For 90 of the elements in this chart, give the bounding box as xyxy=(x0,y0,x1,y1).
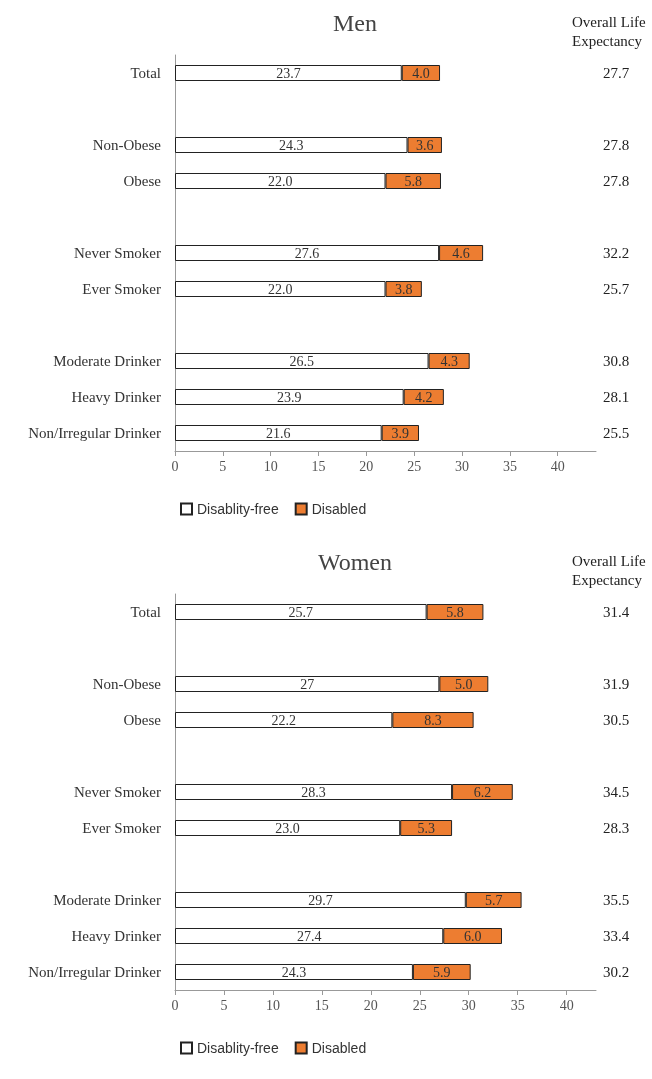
data-label: 24.3 xyxy=(279,137,304,153)
x-tick-label: 10 xyxy=(263,458,278,474)
y-tick-label: Non/Irregular Drinker xyxy=(28,425,161,441)
y-tick-label: Heavy Drinker xyxy=(71,389,161,405)
text: 34.5 xyxy=(602,784,630,800)
text: 30.5 xyxy=(602,712,630,728)
x-tick-label: 40 xyxy=(559,997,574,1013)
text: 25.7 xyxy=(602,281,630,297)
x-tick-label: 40 xyxy=(550,458,565,474)
text: Overall Life Expectancy xyxy=(572,13,650,49)
data-label: 6.0 xyxy=(463,928,482,944)
text: 33.4 xyxy=(602,928,630,944)
y-tick-label: Heavy Drinker xyxy=(71,928,161,944)
data-label: 4.3 xyxy=(440,353,458,369)
x-tick-label: 0 xyxy=(171,458,179,474)
data-label: 5.0 xyxy=(455,676,473,692)
legend-label: Disabled xyxy=(311,501,367,517)
x-tick-label: 10 xyxy=(265,997,280,1013)
data-label: 28.3 xyxy=(301,784,326,800)
text: 28.1 xyxy=(602,389,630,405)
y-tick-label: Total xyxy=(130,65,161,81)
data-label: 23.7 xyxy=(276,65,301,81)
data-label: 5.9 xyxy=(433,964,451,980)
data-label: 3.6 xyxy=(415,137,434,153)
data-label: 4.6 xyxy=(452,245,470,261)
chart-title: Women xyxy=(317,549,393,575)
x-tick-label: 15 xyxy=(314,997,329,1013)
y-tick-label: Moderate Drinker xyxy=(53,892,161,908)
x-tick-label: 5 xyxy=(220,997,228,1013)
data-label: 25.7 xyxy=(288,604,314,620)
x-tick-label: 0 xyxy=(171,997,179,1013)
data-label: 27.4 xyxy=(296,928,322,944)
y-tick-label: Moderate Drinker xyxy=(53,353,161,369)
text: 27.8 xyxy=(602,137,630,153)
data-label: 26.5 xyxy=(289,353,315,369)
data-label: 22.0 xyxy=(268,173,293,189)
y-tick-label: Never Smoker xyxy=(73,784,161,800)
data-label: 29.7 xyxy=(308,892,333,908)
text: Overall Life Expectancy xyxy=(572,552,650,588)
text: 27.7 xyxy=(602,65,630,81)
data-label: 8.3 xyxy=(424,712,442,728)
y-tick-label: Obese xyxy=(123,712,162,728)
text: 31.4 xyxy=(602,604,630,620)
text: 27.8 xyxy=(602,173,630,189)
data-label: 21.6 xyxy=(266,425,291,441)
y-tick-label: Ever Smoker xyxy=(82,820,161,836)
legend-label: Disablity-free xyxy=(197,501,279,517)
data-label: 27.6 xyxy=(294,245,320,261)
y-tick-label: Obese xyxy=(123,173,162,189)
data-label: 22.0 xyxy=(268,281,293,297)
x-tick-label: 35 xyxy=(502,458,517,474)
text: 25.5 xyxy=(602,425,630,441)
legend-label: Disabled xyxy=(311,1040,367,1056)
text: 30.8 xyxy=(602,353,630,369)
y-tick-label: Never Smoker xyxy=(73,245,161,261)
y-tick-label: Non-Obese xyxy=(92,676,162,692)
x-tick-label: 15 xyxy=(311,458,326,474)
x-tick-label: 5 xyxy=(219,458,227,474)
data-label: 22.2 xyxy=(271,712,296,728)
text: 28.3 xyxy=(602,820,630,836)
data-label: 4.2 xyxy=(415,389,433,405)
data-label: 3.9 xyxy=(391,425,410,441)
data-label: 3.8 xyxy=(394,281,413,297)
data-label: 23.0 xyxy=(275,820,300,836)
x-tick-label: 35 xyxy=(510,997,525,1013)
legend-label: Disablity-free xyxy=(197,1040,279,1056)
data-label: 23.9 xyxy=(277,389,302,405)
data-label: 24.3 xyxy=(281,964,307,980)
data-label: 5.7 xyxy=(484,892,503,908)
y-tick-label: Ever Smoker xyxy=(82,281,161,297)
data-label: 4.0 xyxy=(412,65,430,81)
x-tick-label: 20 xyxy=(363,997,378,1013)
y-tick-label: Total xyxy=(130,604,161,620)
data-label: 5.3 xyxy=(417,820,435,836)
x-tick-label: 25 xyxy=(412,997,427,1013)
x-tick-label: 25 xyxy=(407,458,422,474)
x-tick-label: 30 xyxy=(461,997,476,1013)
text: 32.2 xyxy=(602,245,630,261)
data-label: 5.8 xyxy=(404,173,422,189)
y-tick-label: Non/Irregular Drinker xyxy=(28,964,161,980)
x-tick-label: 30 xyxy=(455,458,470,474)
y-tick-label: Non-Obese xyxy=(92,137,162,153)
data-label: 6.2 xyxy=(473,784,492,800)
data-label: 27 xyxy=(300,676,315,692)
x-tick-label: 20 xyxy=(359,458,374,474)
text: 35.5 xyxy=(602,892,630,908)
text: 30.2 xyxy=(602,964,630,980)
data-label: 5.8 xyxy=(446,604,464,620)
text: 31.9 xyxy=(602,676,630,692)
chart-title: Men xyxy=(333,10,377,36)
